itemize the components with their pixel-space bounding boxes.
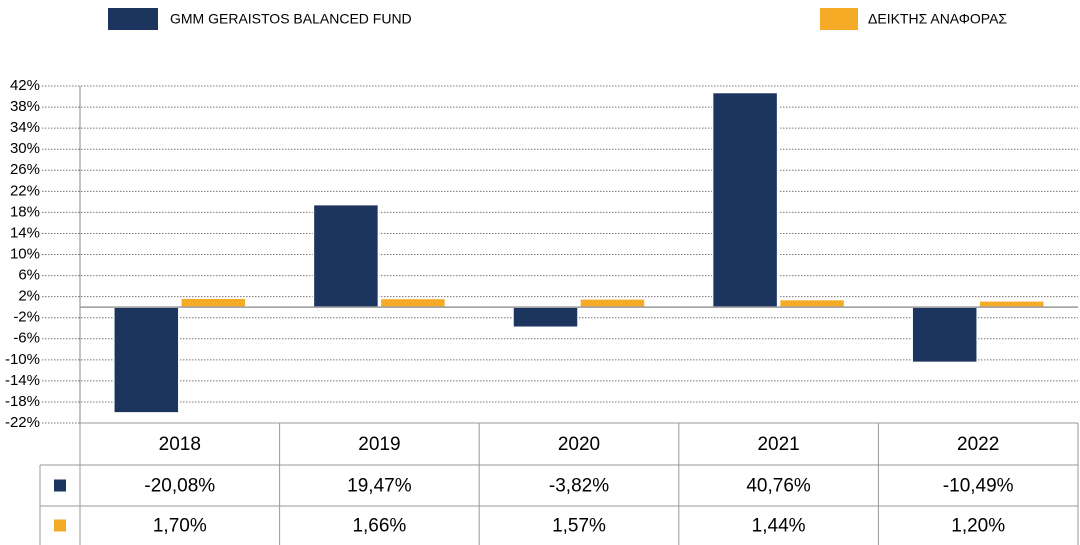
table-value: 1,44% [752,516,806,537]
legend-swatch [108,8,158,30]
x-tick-label: 2020 [558,434,600,455]
x-tick-label: 2021 [757,434,799,455]
table-value: 1,66% [352,516,406,537]
x-tick-label: 2019 [358,434,400,455]
y-tick-label: -14% [5,372,40,389]
table-value: 19,47% [347,476,412,497]
bar [911,306,978,364]
table-value: -3,82% [549,476,609,497]
y-tick-label: -2% [13,309,40,326]
bar [579,298,646,308]
bar [778,298,846,308]
table-value: 1,70% [153,516,207,537]
table-value: 1,57% [552,516,606,537]
table-value: -20,08% [144,476,215,497]
legend-swatch [820,8,858,30]
y-tick-label: 42% [10,77,40,94]
y-tick-label: 30% [10,140,40,157]
table-value: 1,20% [951,516,1005,537]
legend-label: GMM GERAISTOS BALANCED FUND [170,11,412,27]
y-tick-label: 2% [18,288,40,305]
y-tick-label: 22% [10,182,40,199]
table-legend-key [54,479,66,492]
bar [379,297,447,308]
y-tick-label: 6% [18,267,40,284]
y-tick-label: 18% [10,203,40,220]
table-value: -10,49% [943,476,1014,497]
x-tick-label: 2022 [957,434,999,455]
legend-label: ΔΕΙΚΤΗΣ ΑΝΑΦΟΡΑΣ [868,11,1007,27]
table-legend-key [54,519,66,532]
x-tick-label: 2018 [159,434,201,455]
bar [180,297,247,308]
table-value: 40,76% [746,476,811,497]
bar [113,306,180,414]
y-tick-label: -18% [5,393,40,410]
y-tick-label: 14% [10,224,40,241]
y-tick-label: -6% [13,330,40,347]
y-tick-label: 38% [10,98,40,115]
bar [512,306,579,329]
y-tick-label: 10% [10,245,40,262]
bar [312,203,380,308]
y-tick-label: 34% [10,119,40,136]
bar [711,91,779,308]
y-tick-label: -22% [5,414,40,431]
y-tick-label: -10% [5,351,40,368]
bar [978,300,1045,308]
y-tick-label: 26% [10,161,40,178]
